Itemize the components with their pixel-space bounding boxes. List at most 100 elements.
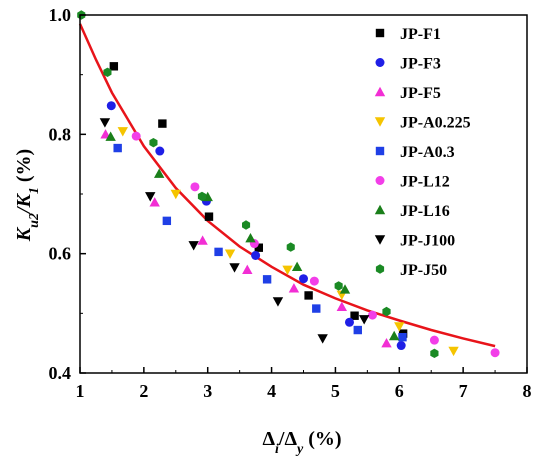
- legend-marker: [374, 235, 386, 245]
- legend-label: JP-L16: [400, 203, 450, 220]
- data-point: [190, 182, 200, 192]
- data-point: [197, 191, 206, 202]
- legend-marker: [375, 264, 385, 274]
- data-point: [312, 304, 321, 313]
- data-point: [396, 341, 406, 351]
- y-tick-label: 0.6: [49, 244, 72, 264]
- data-point: [288, 283, 300, 293]
- legend-label: JP-F3: [400, 56, 441, 73]
- x-tick-label: 4: [267, 381, 276, 401]
- series-JP-F5: [100, 129, 392, 348]
- data-point: [155, 146, 165, 156]
- y-tick-label: 1.0: [49, 5, 72, 25]
- data-point: [106, 101, 116, 111]
- x-tick-label: 5: [331, 381, 340, 401]
- legend-marker: [374, 86, 386, 97]
- y-axis-title: Ku2/K1 (%): [13, 149, 42, 242]
- data-point: [254, 243, 263, 252]
- data-point: [149, 197, 160, 207]
- data-point: [358, 315, 370, 325]
- data-point: [131, 131, 141, 141]
- legend-marker: [374, 204, 386, 215]
- data-point: [382, 306, 391, 317]
- legend-label: JP-J50: [400, 262, 447, 279]
- data-point: [229, 263, 240, 273]
- data-point: [105, 131, 116, 141]
- data-point: [334, 281, 343, 291]
- data-point: [149, 138, 158, 148]
- data-point: [204, 212, 214, 221]
- legend-marker: [375, 176, 385, 185]
- data-point: [388, 330, 400, 341]
- data-point: [188, 241, 199, 251]
- data-point: [197, 235, 208, 245]
- data-point: [262, 275, 272, 284]
- x-tick-label: 3: [203, 381, 212, 401]
- data-point: [145, 192, 156, 202]
- fit-curve: [78, 23, 496, 348]
- data-point: [224, 249, 236, 259]
- data-point: [448, 346, 459, 357]
- x-tick-label: 8: [523, 381, 532, 401]
- data-point: [242, 220, 251, 230]
- data-point: [242, 264, 253, 274]
- x-axis-title: Δi/Δy (%): [262, 428, 341, 457]
- x-tick-label: 7: [459, 381, 468, 401]
- series-JP-J50: [77, 10, 439, 358]
- data-point: [317, 334, 328, 344]
- data-points-layer: [77, 10, 500, 358]
- legend-marker: [374, 117, 386, 127]
- data-point: [299, 274, 308, 284]
- data-point: [272, 297, 284, 307]
- data-point: [214, 247, 223, 257]
- legend: JP-F1 JP-F3 JP-F5 JP-A0.225 JP-A0.3 JP-L12 JP-…: [374, 26, 471, 279]
- series-JP-J100: [99, 118, 370, 344]
- data-point: [398, 333, 407, 342]
- data-point: [336, 301, 348, 311]
- data-point: [103, 67, 112, 77]
- data-point: [304, 291, 313, 300]
- data-point: [339, 284, 351, 294]
- data-point: [117, 127, 128, 137]
- ticks-layer: 1 2 3 4 5 6 7 8 0.4 0.6 0.8 1.0: [49, 5, 532, 401]
- y-tick-label: 0.4: [49, 363, 72, 383]
- data-point: [99, 118, 111, 128]
- data-point: [245, 232, 256, 243]
- data-point: [291, 261, 303, 271]
- series-JP-F3: [106, 101, 406, 351]
- legend-label: JP-L12: [400, 174, 450, 191]
- legend-label: JP-A0.3: [400, 144, 455, 161]
- data-point: [251, 250, 261, 260]
- data-point: [394, 322, 405, 332]
- data-point: [158, 119, 167, 128]
- series-JP-L12: [131, 131, 500, 358]
- data-point: [353, 325, 362, 335]
- data-point: [286, 242, 295, 252]
- data-point: [309, 276, 319, 286]
- data-point: [430, 348, 439, 358]
- x-tick-label: 2: [139, 381, 148, 401]
- data-point: [153, 168, 165, 178]
- x-tick-label: 1: [76, 381, 85, 401]
- data-point: [350, 311, 359, 320]
- legend-marker: [375, 58, 385, 67]
- data-point: [429, 335, 439, 345]
- fit-curve-layer: [78, 23, 496, 348]
- series-JP-A0.3: [113, 143, 407, 342]
- x-tick-label: 6: [395, 381, 404, 401]
- y-tick-label: 0.8: [49, 124, 72, 144]
- data-point: [490, 348, 500, 358]
- legend-label: JP-A0.225: [400, 115, 471, 132]
- data-point: [282, 265, 293, 275]
- legend-marker: [375, 28, 385, 38]
- series-JP-L16: [105, 131, 400, 341]
- legend-label: JP-F5: [400, 85, 441, 102]
- legend-label: JP-F1: [400, 26, 441, 43]
- data-point: [344, 317, 354, 327]
- data-point: [162, 216, 172, 226]
- legend-label: JP-J100: [400, 233, 455, 250]
- legend-marker: [375, 146, 385, 156]
- data-point: [109, 62, 119, 71]
- data-point: [113, 143, 122, 153]
